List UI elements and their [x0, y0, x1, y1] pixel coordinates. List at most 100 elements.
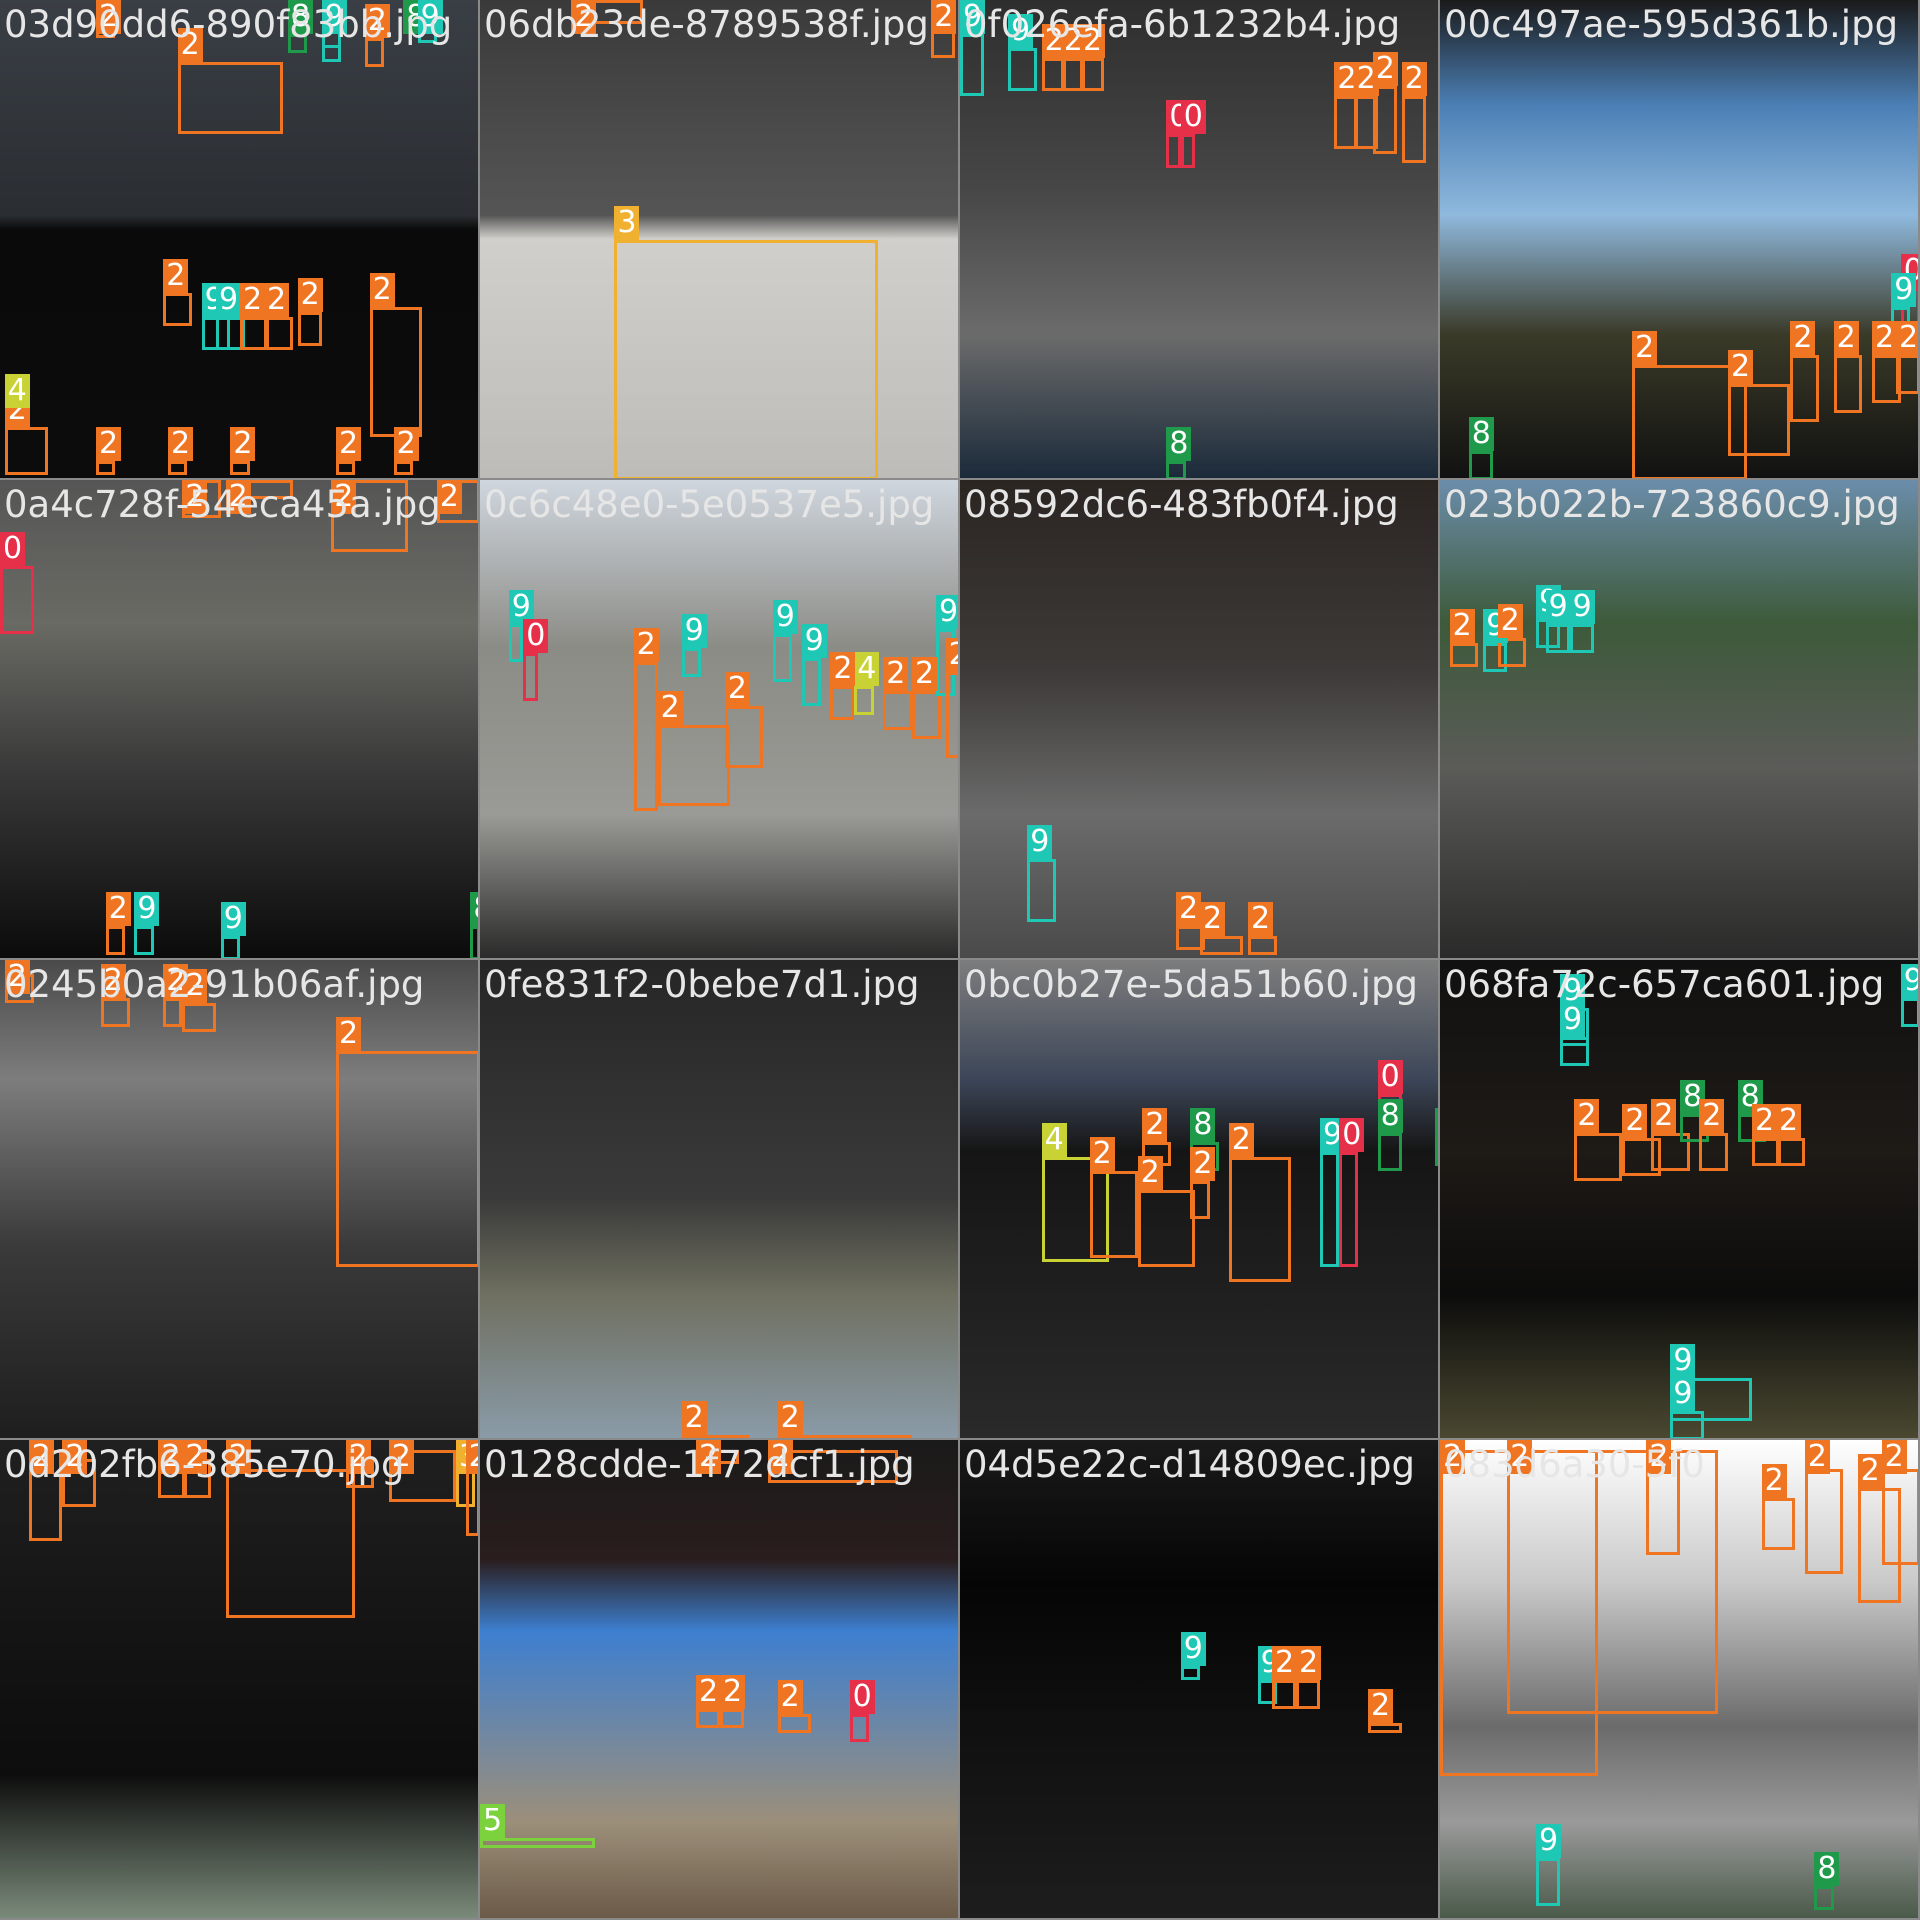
tile-filename: 0245b0a2-91b06af.jpg	[4, 963, 425, 1006]
class-label: 9	[134, 892, 160, 927]
mosaic-tile: 04d5e22c-d14809ec.jpg 9 9 2 2 2	[960, 1440, 1438, 1918]
class-label: 2	[4, 960, 30, 994]
bounding-box	[1272, 1680, 1296, 1709]
class-label: 0	[0, 532, 26, 567]
class-label: 5	[480, 1804, 506, 1839]
tile-image	[1440, 480, 1918, 958]
bounding-box	[696, 1708, 720, 1728]
class-label: 8	[288, 0, 314, 34]
class-label: 2	[240, 282, 266, 317]
class-label: 2	[1728, 350, 1754, 384]
class-label: 9	[1891, 273, 1917, 308]
tile-filename: 0128cdde-1f72dcf1.jpg	[484, 1443, 915, 1486]
class-label: 3	[614, 206, 640, 240]
class-label: 2	[1176, 892, 1202, 927]
bounding-box	[216, 316, 245, 351]
class-label: 2	[1296, 1646, 1322, 1680]
bounding-box	[134, 926, 154, 956]
tile-filename: 0d202fb6-385e70.jpg	[4, 1443, 405, 1486]
class-label: 2	[230, 426, 256, 461]
bounding-box	[1776, 1137, 1805, 1167]
class-label: 2	[777, 1679, 803, 1714]
class-label: 9	[220, 902, 246, 936]
bounding-box	[336, 1051, 478, 1268]
class-label: 2	[1272, 1646, 1298, 1680]
class-label: 2	[364, 4, 390, 39]
tile-image	[480, 480, 958, 958]
bounding-box	[100, 998, 130, 1028]
class-label: 2	[336, 1017, 362, 1052]
bounding-box	[1574, 1132, 1623, 1181]
class-label: 2	[158, 1440, 184, 1474]
class-label: 2	[388, 1440, 414, 1474]
tile-image	[960, 480, 1438, 958]
class-label: 2	[1699, 1098, 1725, 1133]
class-label: 2	[1440, 1440, 1466, 1474]
class-label: 9	[1560, 974, 1586, 1008]
class-label: 2	[720, 1674, 746, 1709]
class-label: 2	[1248, 902, 1274, 936]
class-label: 2	[1401, 62, 1427, 96]
bounding-box	[1699, 1132, 1728, 1172]
bounding-box	[297, 312, 322, 346]
class-label: 0	[523, 618, 549, 653]
bounding-box	[1833, 355, 1863, 413]
bounding-box	[1896, 355, 1918, 394]
bounding-box	[1041, 1156, 1109, 1263]
class-label: 8	[1166, 426, 1192, 461]
bounding-box	[1377, 1132, 1402, 1172]
class-label: 9	[1027, 825, 1053, 860]
bounding-box	[1320, 1152, 1340, 1268]
class-label: 9	[936, 594, 958, 629]
bounding-box	[1483, 643, 1508, 672]
bounding-box	[1027, 859, 1056, 922]
bounding-box	[230, 460, 250, 476]
bounding-box	[1080, 57, 1104, 92]
class-label: 2	[393, 426, 419, 461]
class-label: 2	[1776, 1103, 1802, 1138]
bounding-box	[1804, 1468, 1844, 1575]
class-label: 9	[1180, 1631, 1206, 1666]
class-label: 2	[883, 657, 909, 692]
class-label: 8	[1377, 1098, 1403, 1133]
class-label: 2	[696, 1440, 722, 1474]
bounding-box	[681, 648, 701, 677]
bounding-box	[1401, 96, 1426, 164]
bounding-box	[470, 926, 478, 958]
tile-filename: 083d6a30-5f0	[1444, 1443, 1705, 1486]
class-label: 2	[105, 892, 131, 927]
class-label: 2	[912, 657, 938, 692]
mosaic-tile: 0a4c728f-54eca45a.jpg022222998	[0, 480, 478, 958]
tile-filename: 06db23de-8789538f.jpg	[484, 3, 929, 46]
class-label: 2	[264, 282, 290, 317]
mosaic-tile: 00c497ae-595d361b.jpg 0 9 2 2 2 2 2 2 8	[1440, 0, 1918, 478]
tile-filename: 068fa72c-657ca601.jpg	[1444, 963, 1885, 1006]
bounding-box	[960, 33, 984, 96]
tile-filename: 08592dc6-483fb0f4.jpg	[964, 483, 1399, 526]
bounding-box	[388, 1449, 456, 1503]
bounding-box	[1560, 1036, 1589, 1066]
bounding-box	[849, 1713, 869, 1743]
mosaic-tile: 0fe831f2-0bebe7d1.jpg 2 2	[480, 960, 958, 1438]
bounding-box	[1761, 1497, 1796, 1551]
class-label: 9	[1670, 1377, 1696, 1412]
class-label: 2	[1632, 330, 1658, 365]
tile-filename: 0f026efa-6b1232b4.jpg	[964, 3, 1401, 46]
bounding-box	[1372, 86, 1397, 154]
bounding-box	[657, 724, 730, 807]
class-label: 2	[182, 480, 208, 514]
bounding-box	[1353, 96, 1378, 149]
bounding-box	[1248, 936, 1277, 956]
mosaic-tile: 0128cdde-1f72dcf1.jpg 2 2 2 2 2 0 5	[480, 1440, 958, 1918]
class-label: 9	[216, 282, 242, 317]
bounding-box	[1569, 624, 1594, 653]
tile-image	[0, 1440, 478, 1918]
class-label: 2	[1089, 1137, 1115, 1172]
class-label: 2	[225, 480, 251, 514]
class-label: 2	[681, 1401, 707, 1436]
bounding-box	[1790, 355, 1820, 423]
bounding-box	[1228, 1156, 1292, 1282]
class-label: 2	[1651, 1098, 1677, 1133]
class-label: 2	[945, 638, 958, 672]
class-label: 2	[28, 1440, 54, 1474]
